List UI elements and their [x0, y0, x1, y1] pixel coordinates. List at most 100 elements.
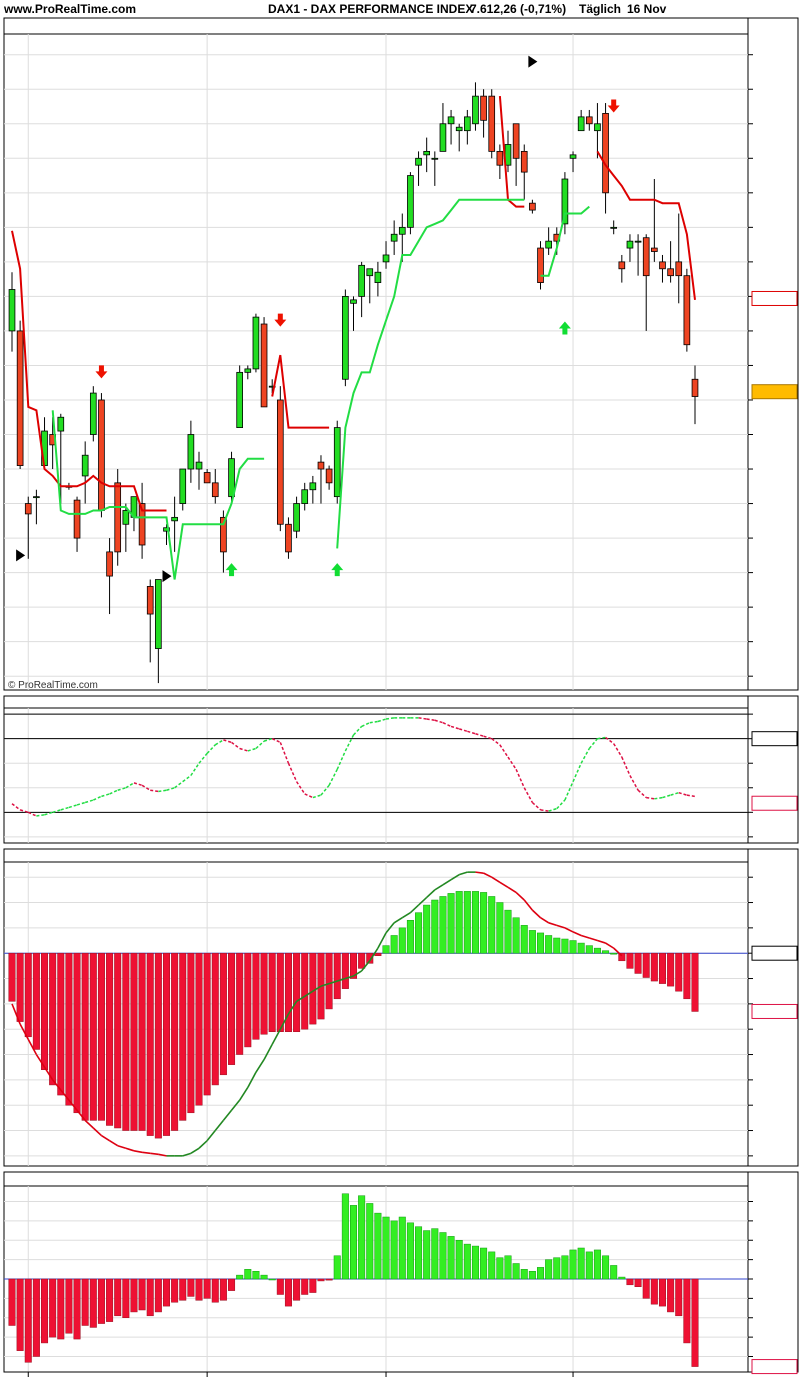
momentum-bar	[553, 1257, 561, 1280]
oscillator-segment	[19, 809, 29, 814]
momentum-bar	[32, 1278, 40, 1357]
signal-line-segment	[92, 1127, 102, 1137]
oscillator-segment	[182, 774, 192, 783]
candle-body	[333, 427, 341, 498]
histogram-bar	[455, 891, 463, 954]
axis-labels	[4, 54, 798, 1377]
momentum-bar	[179, 1278, 187, 1301]
site-name[interactable]: www.ProRealTime.com	[4, 2, 137, 16]
candle-body	[407, 175, 414, 228]
oscillator-segment	[580, 748, 590, 764]
signal-line-segment	[475, 871, 484, 874]
histogram-bar	[219, 952, 227, 1076]
histogram-bar	[561, 938, 569, 954]
signal-line-segment	[361, 960, 371, 972]
oscillator-segment	[198, 752, 208, 764]
oscillator-segment	[174, 781, 184, 789]
oscillator-segment	[336, 750, 347, 770]
candle-body	[33, 496, 40, 499]
oscillator-segment	[93, 795, 102, 801]
signal-line-segment	[214, 1119, 225, 1132]
oscillator-segment	[499, 744, 509, 758]
signal-marker-right	[528, 55, 538, 68]
oscillator-segment	[304, 793, 314, 799]
candle-body	[211, 482, 219, 498]
signal-line-segment	[141, 1151, 151, 1155]
histogram-bar	[333, 952, 341, 1000]
candle-body	[89, 392, 97, 435]
candle-body	[529, 202, 536, 211]
signal-line-segment	[540, 917, 550, 924]
momentum-bar	[398, 1216, 406, 1280]
candle-body	[81, 454, 89, 477]
oscillator-segment	[507, 756, 517, 770]
momentum-bar	[374, 1212, 382, 1280]
date-label: 16 Nov	[627, 2, 667, 16]
momentum-bar	[130, 1278, 138, 1313]
oscillator-segment	[369, 720, 379, 724]
quote-text: 7.612,26 (-0,71%)	[470, 2, 567, 16]
histogram-bar	[171, 952, 179, 1131]
histogram-bar	[415, 912, 423, 954]
momentum-bar	[504, 1255, 512, 1280]
candle-body	[488, 95, 496, 152]
momentum-bar	[276, 1278, 284, 1295]
momentum-bar	[577, 1247, 585, 1280]
histogram-bar	[284, 952, 292, 1032]
momentum-bar	[325, 1278, 333, 1281]
histogram-bar	[236, 952, 244, 1055]
histogram-bar	[488, 896, 496, 954]
candle-body	[309, 482, 317, 491]
candle-body	[415, 157, 422, 166]
signal-line-segment	[312, 985, 322, 992]
candle-body	[569, 154, 577, 159]
signal-line-segment	[328, 980, 338, 985]
candle-body	[179, 468, 187, 504]
signal-marker-right	[162, 570, 172, 583]
oscillator-segment	[36, 814, 45, 817]
histogram-bar	[658, 952, 666, 984]
sell-arrow-icon	[274, 313, 287, 327]
histogram-bar	[667, 952, 675, 987]
oscillator-segment	[190, 762, 200, 776]
candle-body	[57, 416, 65, 432]
momentum-bar	[358, 1195, 366, 1280]
histogram-bar	[138, 952, 146, 1131]
histogram-bar	[244, 952, 252, 1048]
candle-body	[73, 499, 81, 539]
support-line	[51, 198, 590, 580]
histogram-bar	[349, 952, 358, 979]
histogram-bar	[431, 899, 439, 954]
histogram-bar	[406, 920, 414, 954]
signal-line-segment	[279, 1013, 290, 1030]
oscillator-segment	[101, 793, 110, 798]
oscillator-segment	[515, 769, 525, 789]
candle-body	[634, 240, 642, 243]
momentum-bar	[480, 1247, 488, 1280]
momentum-bar	[675, 1278, 683, 1317]
histogram-bar	[97, 952, 105, 1121]
candle-body	[480, 95, 487, 121]
oscillator-segment	[621, 756, 631, 776]
momentum-bar	[284, 1278, 292, 1307]
histogram-bar	[146, 952, 154, 1136]
candle-body	[146, 586, 154, 615]
signal-line-segment	[68, 1099, 78, 1111]
momentum-bar	[317, 1278, 325, 1282]
oscillator-segment	[352, 725, 363, 736]
signal-line-segment	[499, 881, 509, 889]
signal-line-segment	[401, 911, 411, 919]
oscillator-segment	[458, 728, 468, 733]
oscillator-segment	[662, 794, 671, 799]
oscillator-segment	[68, 804, 78, 809]
candle-body	[301, 489, 309, 504]
oscillator-segment	[678, 791, 688, 796]
oscillator-segment	[450, 725, 460, 730]
histogram-bar	[8, 952, 16, 1002]
candle-body	[423, 150, 431, 156]
candle-body	[203, 472, 211, 484]
buy-arrow-icon	[225, 563, 238, 577]
candle-body	[464, 116, 471, 132]
histogram-bar	[268, 952, 276, 1032]
